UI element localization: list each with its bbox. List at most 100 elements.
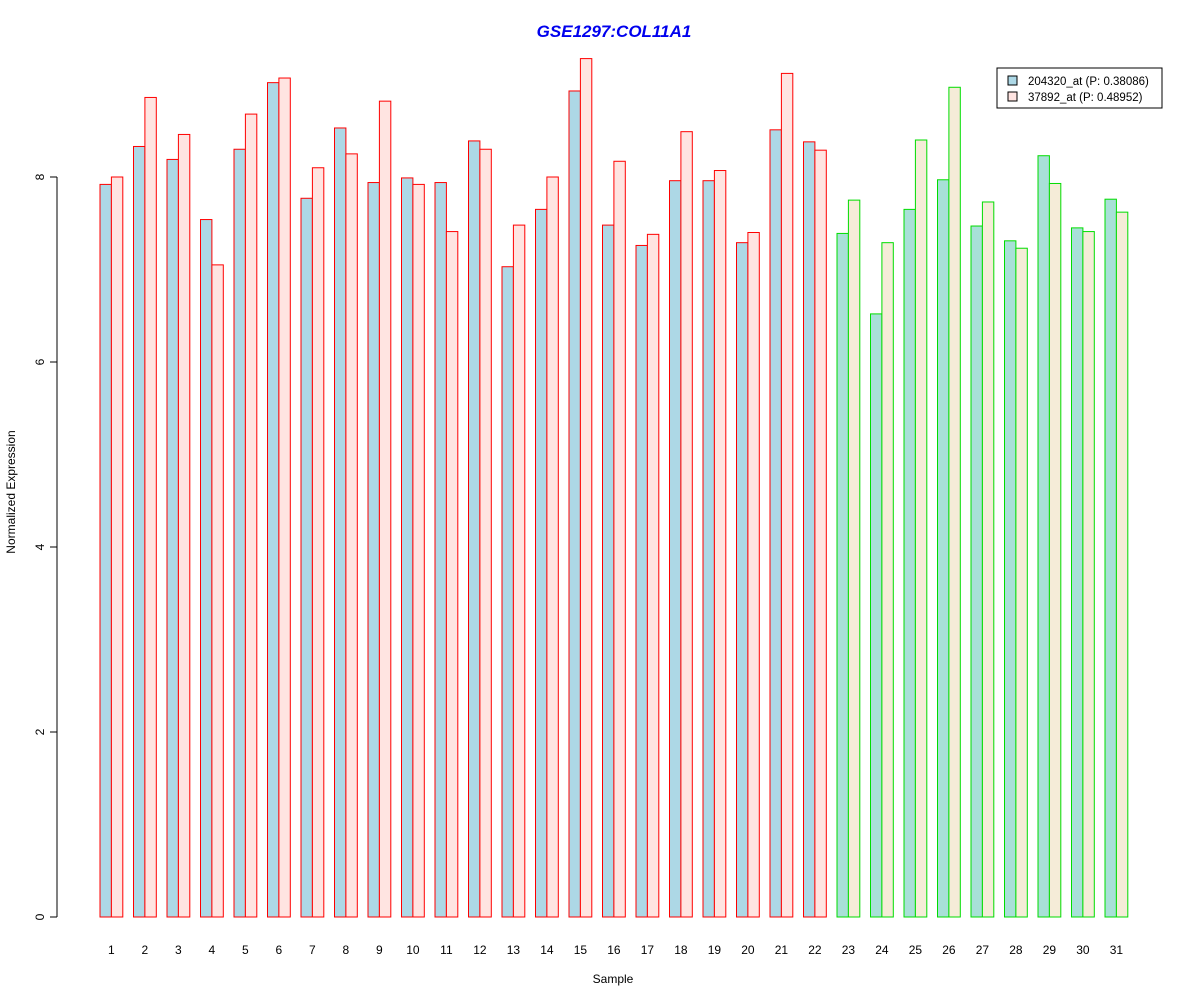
- x-tick-label: 14: [540, 943, 554, 957]
- bar-series1-sample-4: [200, 219, 213, 918]
- bar-series2-sample-28: [1015, 247, 1028, 918]
- bar-series1-sample-26: [937, 179, 950, 918]
- x-tick-label: 9: [376, 943, 383, 957]
- bar-series2-sample-23: [847, 199, 861, 918]
- bar-series1-sample-13: [501, 266, 514, 918]
- bar-series2-sample-22: [814, 149, 827, 918]
- x-tick-label: 28: [1009, 943, 1023, 957]
- bar-series1-sample-16: [602, 224, 615, 918]
- legend-label-1: 204320_at (P: 0.38086): [1028, 76, 1149, 88]
- bar-series2-sample-25: [914, 139, 928, 918]
- y-tick-label: 8: [33, 173, 47, 180]
- bar-series1-sample-8: [334, 127, 347, 918]
- bar-series2-sample-21: [780, 72, 794, 918]
- bar-series2-sample-14: [546, 176, 559, 918]
- bar-series2-sample-6: [278, 77, 291, 918]
- bar-series2-sample-2: [144, 96, 157, 918]
- bar-series2-sample-4: [211, 264, 224, 918]
- x-tick-label: 4: [209, 943, 216, 957]
- bar-series2-sample-15: [579, 58, 593, 918]
- bar-series2-sample-19: [713, 170, 727, 918]
- x-tick-label: 3: [175, 943, 182, 957]
- x-tick-label: 22: [808, 943, 822, 957]
- bar-series2-sample-18: [680, 131, 693, 918]
- bar-series1-sample-28: [1004, 240, 1017, 918]
- legend-swatch-2: [1007, 91, 1018, 102]
- y-tick-label: 6: [33, 358, 47, 365]
- bar-series2-sample-5: [244, 113, 258, 918]
- x-tick-labels: 1 2 3 4 5 6 7 8 9 10 11 12 13 14 15 16 17 18 19 20 21 22 23 24 2…: [108, 943, 1123, 957]
- y-tick-label: 4: [33, 543, 47, 550]
- bar-series2-sample-8: [345, 153, 358, 918]
- bar-series1-sample-1: [99, 183, 112, 918]
- x-tick-label: 24: [875, 943, 889, 957]
- x-tick-label: 7: [309, 943, 316, 957]
- bar-series1-sample-14: [535, 208, 548, 918]
- bar-series2-sample-9: [378, 100, 392, 918]
- bar-series1-sample-22: [803, 141, 816, 918]
- bar-series1-sample-2: [133, 145, 146, 918]
- bar-series1-sample-12: [468, 140, 481, 918]
- x-tick-label: 2: [142, 943, 149, 957]
- x-tick-label: 5: [242, 943, 249, 957]
- legend: 204320_at (P: 0.38086) 37892_at (P: 0.489…: [996, 67, 1163, 109]
- bar-series1-sample-23: [836, 232, 849, 918]
- x-tick-label: 30: [1076, 943, 1090, 957]
- x-tick-label: 10: [406, 943, 420, 957]
- x-tick-label: 15: [574, 943, 588, 957]
- x-tick-label: 18: [674, 943, 688, 957]
- x-tick-label: 20: [741, 943, 755, 957]
- bars-group: [99, 58, 1129, 918]
- x-tick-label: 13: [507, 943, 521, 957]
- bar-series1-sample-30: [1071, 227, 1084, 918]
- bar-series1-sample-11: [434, 182, 447, 918]
- y-axis: 0 2 4 6 8: [33, 173, 58, 920]
- chart-title: GSE1297:COL11A1: [537, 22, 692, 41]
- bar-series1-sample-17: [635, 244, 648, 918]
- bar-series2-sample-29: [1048, 182, 1062, 918]
- x-tick-label: 6: [276, 943, 283, 957]
- bar-series2-sample-30: [1082, 231, 1095, 918]
- bar-series2-sample-3: [177, 133, 191, 918]
- bar-series2-sample-16: [613, 160, 626, 918]
- bar-series1-sample-19: [702, 180, 715, 918]
- x-tick-label: 19: [708, 943, 722, 957]
- bar-series1-sample-27: [970, 225, 983, 918]
- bar-series1-sample-9: [367, 182, 380, 918]
- x-tick-label: 11: [440, 943, 453, 957]
- bar-series2-sample-20: [747, 232, 760, 918]
- bar-series1-sample-21: [769, 129, 782, 918]
- bar-series2-sample-17: [646, 233, 660, 918]
- bar-series1-sample-20: [736, 242, 749, 918]
- bar-series2-sample-31: [1115, 211, 1129, 918]
- bar-series2-sample-13: [512, 224, 526, 918]
- bar-series1-sample-18: [669, 180, 682, 918]
- y-tick-label: 0: [33, 913, 47, 920]
- y-tick-label: 2: [33, 728, 47, 735]
- bar-series1-sample-5: [233, 148, 246, 918]
- bar-series2-sample-24: [881, 242, 894, 918]
- x-tick-label: 29: [1043, 943, 1057, 957]
- x-tick-label: 31: [1110, 943, 1124, 957]
- bar-series2-sample-26: [948, 86, 961, 918]
- x-tick-label: 25: [909, 943, 923, 957]
- bar-series1-sample-29: [1037, 155, 1050, 918]
- bar-series1-sample-24: [870, 313, 883, 918]
- x-tick-label: 17: [641, 943, 655, 957]
- x-tick-label: 27: [976, 943, 990, 957]
- bar-series2-sample-27: [981, 201, 995, 918]
- bar-series2-sample-7: [311, 167, 325, 918]
- legend-swatch-1: [1007, 75, 1018, 86]
- bar-series2-sample-1: [110, 176, 124, 918]
- y-axis-label: Normalized Expression: [4, 430, 18, 553]
- x-tick-label: 23: [842, 943, 856, 957]
- x-tick-label: 26: [942, 943, 956, 957]
- bar-series1-sample-10: [401, 177, 414, 918]
- bar-series2-sample-12: [479, 148, 492, 918]
- bar-series1-sample-25: [903, 208, 916, 918]
- x-tick-label: 1: [108, 943, 115, 957]
- x-axis-label: Sample: [593, 972, 634, 986]
- x-tick-label: 16: [607, 943, 621, 957]
- x-tick-label: 8: [343, 943, 350, 957]
